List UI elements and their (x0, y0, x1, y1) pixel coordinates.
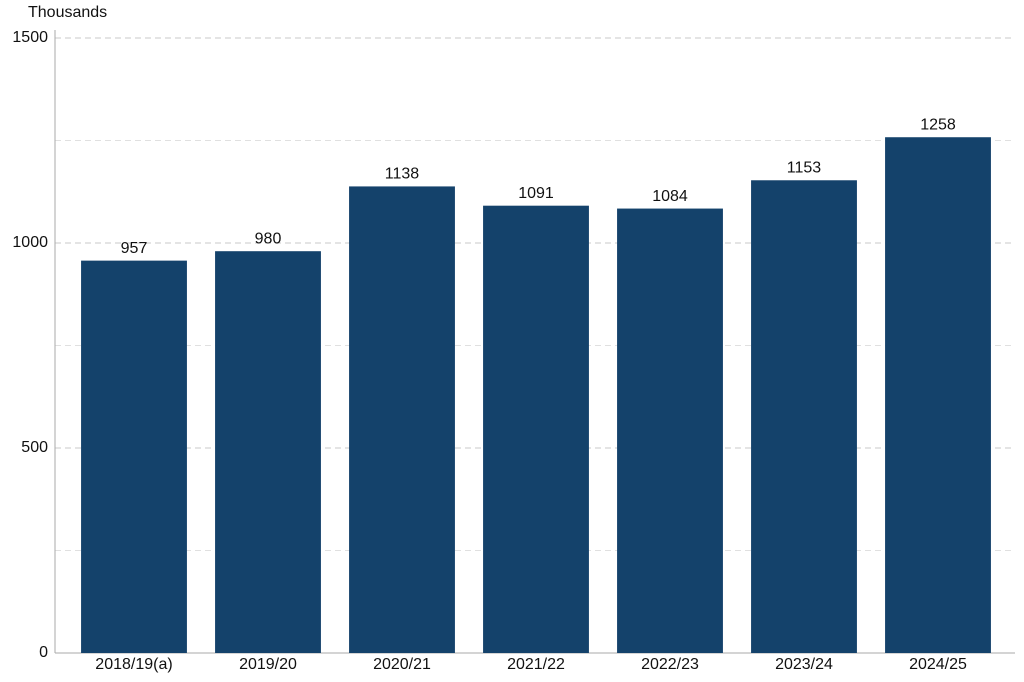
data-label: 1084 (652, 188, 688, 205)
y-axis-label: Thousands (28, 4, 107, 21)
y-tick-label: 500 (21, 439, 48, 456)
data-label: 980 (255, 230, 282, 247)
bar (885, 137, 991, 654)
bar (81, 260, 187, 653)
x-tick-label: 2021/22 (507, 656, 565, 673)
bar (215, 251, 321, 653)
x-tick-label: 2023/24 (775, 656, 833, 673)
y-tick-label: 0 (39, 644, 48, 661)
bar (751, 180, 857, 653)
bar (349, 186, 455, 654)
y-tick-label: 1500 (12, 29, 48, 46)
x-tick-label: 2024/25 (909, 656, 967, 673)
y-tick-label: 1000 (12, 234, 48, 251)
data-label: 1258 (920, 116, 956, 133)
x-tick-label: 2019/20 (239, 656, 297, 673)
data-label: 1091 (518, 185, 554, 202)
data-label: 957 (121, 240, 148, 257)
x-tick-label: 2022/23 (641, 656, 699, 673)
x-tick-label: 2018/19(a) (95, 656, 172, 673)
bar (617, 208, 723, 653)
data-label: 1138 (385, 166, 420, 183)
data-label: 1153 (787, 159, 822, 176)
x-tick-label: 2020/21 (373, 656, 431, 673)
bar (483, 205, 589, 653)
